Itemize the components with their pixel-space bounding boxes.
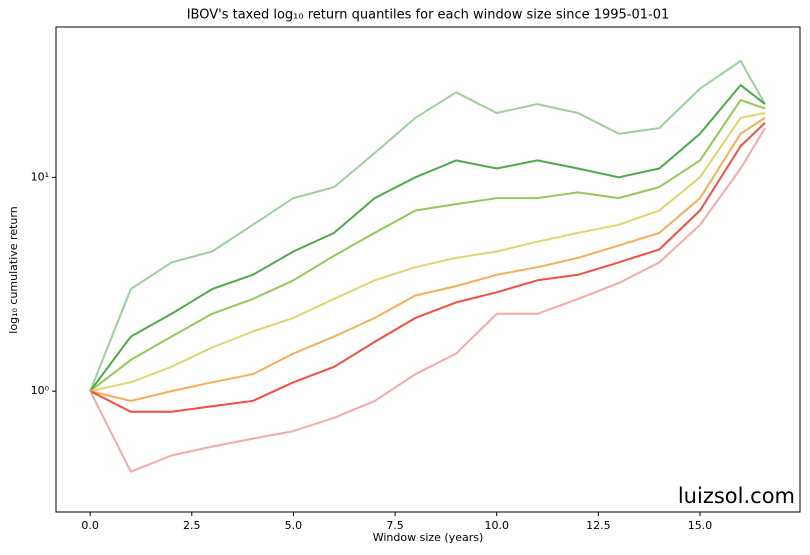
x-tick-label: 15.0	[688, 519, 713, 532]
quantile-line	[89, 112, 766, 393]
chart-title: IBOV's taxed log₁₀ return quantiles for …	[187, 8, 670, 23]
quantile-line	[89, 122, 766, 413]
quantile-line	[89, 99, 766, 392]
y-axis-label: log₁₀ cumulative return	[7, 206, 20, 333]
x-tick-label: 10.0	[484, 519, 509, 532]
watermark: luizsol.com	[678, 484, 795, 508]
quantile-line	[89, 84, 766, 392]
y-tick-label: 10¹	[31, 170, 49, 183]
x-tick-label: 0.0	[81, 519, 99, 532]
y-tick-label: 10⁰	[31, 384, 50, 397]
axes-frame	[55, 26, 801, 513]
x-tick-label: 5.0	[285, 519, 303, 532]
x-tick-label: 12.5	[586, 519, 611, 532]
quantile-line	[89, 116, 766, 402]
x-tick-label: 2.5	[183, 519, 201, 532]
quantile-line	[89, 60, 766, 392]
x-tick-label: 7.5	[386, 519, 404, 532]
x-axis-label: Window size (years)	[373, 531, 484, 544]
plot-area	[89, 60, 766, 473]
quantile-line	[89, 127, 766, 473]
